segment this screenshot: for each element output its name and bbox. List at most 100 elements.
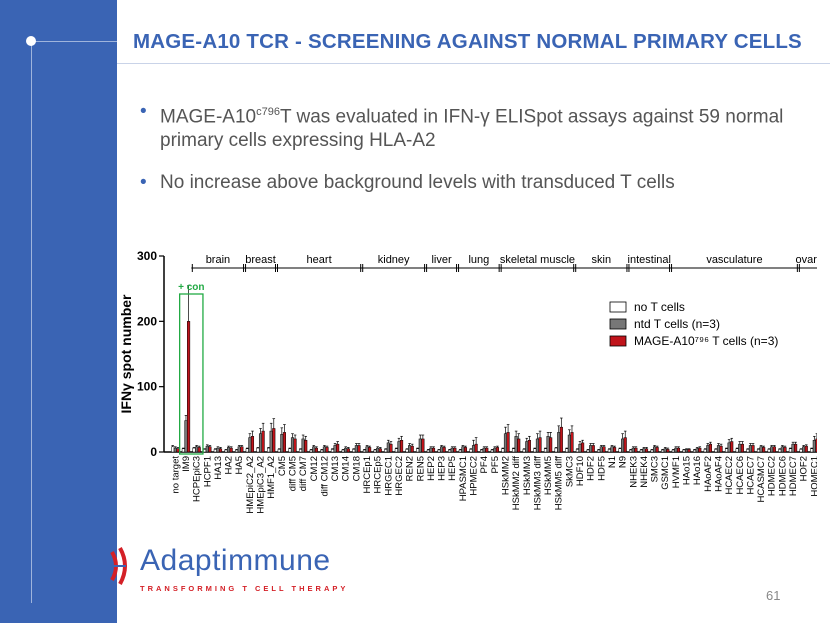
- x-tick-label: HEP2: [426, 456, 437, 481]
- bar-0-29: [480, 449, 484, 453]
- company-logo: Adaptimmune TRANSFORMING T CELL THERAPY: [80, 540, 360, 600]
- x-tick-label: HPASMC1: [458, 456, 469, 501]
- x-tick-label: HCAEC7: [745, 456, 756, 495]
- logo-mark-icon: [89, 547, 127, 585]
- bar-1-37: [567, 434, 571, 453]
- bar-2-30: [495, 447, 499, 453]
- bar-0-26: [448, 449, 452, 453]
- x-tick-label: HRCEp1: [362, 456, 373, 494]
- bar-2-9: [272, 428, 276, 453]
- bullet-text: No increase above background levels with…: [160, 172, 675, 194]
- bar-0-53: [735, 448, 739, 453]
- x-tick-label: HRCEp5: [373, 456, 384, 494]
- bar-2-34: [538, 437, 542, 453]
- x-tick-label: N1: [607, 456, 618, 468]
- x-tick-label: SMC3: [650, 456, 661, 482]
- bar-0-14: [320, 449, 324, 453]
- bullet-superscript: c796: [256, 106, 280, 118]
- bar-0-10: [277, 449, 281, 453]
- bar-0-34: [533, 448, 537, 453]
- bar-1-36: [557, 432, 561, 453]
- y-axis-label: IFNγ spot number: [118, 294, 134, 414]
- bar-1-2: [195, 446, 199, 453]
- x-tick-label: HAoAF4: [713, 456, 724, 492]
- bar-2-51: [719, 445, 723, 453]
- bar-2-23: [421, 438, 425, 453]
- bar-2-11: [293, 438, 297, 453]
- bar-1-25: [440, 446, 444, 453]
- x-tick-label: diff CM7: [298, 456, 309, 491]
- bar-1-6: [237, 446, 241, 453]
- bar-1-0: [173, 447, 177, 453]
- bar-0-20: [384, 449, 388, 453]
- bar-1-54: [748, 445, 752, 453]
- bar-0-57: [778, 449, 782, 453]
- group-label: vasculature: [706, 254, 762, 266]
- x-tick-label: HA13: [213, 456, 224, 480]
- bar-0-54: [746, 449, 750, 453]
- group-label: heart: [307, 254, 332, 266]
- y-tick-label: 300: [137, 249, 157, 263]
- bar-0-31: [501, 448, 505, 453]
- bar-0-7: [245, 448, 249, 453]
- x-tick-label: HAo15: [682, 456, 693, 485]
- x-tick-label: N9: [618, 456, 629, 468]
- bar-1-52: [727, 442, 731, 453]
- bar-0-2: [192, 447, 196, 453]
- bar-2-22: [410, 445, 414, 453]
- legend-label: no T cells: [634, 300, 685, 314]
- bar-1-57: [780, 446, 784, 453]
- bar-2-56: [772, 446, 776, 453]
- bar-2-60: [815, 438, 817, 453]
- bar-2-1: [187, 321, 191, 453]
- sidebar-line-vertical: [31, 41, 32, 603]
- bar-1-26: [450, 447, 454, 453]
- x-tick-label: HOMEC1: [809, 456, 817, 497]
- bar-0-42: [618, 448, 622, 453]
- group-label: liver: [431, 254, 452, 266]
- bar-0-6: [235, 449, 239, 453]
- x-tick-label: HRGEC1: [383, 456, 394, 496]
- bar-2-21: [400, 439, 404, 453]
- bar-2-49: [698, 447, 702, 453]
- bar-1-7: [248, 437, 252, 453]
- bar-0-32: [511, 448, 516, 453]
- x-tick-label: HAoAF2: [703, 456, 714, 492]
- bar-1-23: [418, 438, 422, 453]
- bar-0-4: [213, 449, 217, 453]
- x-tick-label: HA2: [224, 456, 235, 474]
- x-tick-label: HCPF1: [202, 456, 213, 487]
- x-tick-label: CM13: [330, 456, 341, 481]
- bar-2-26: [453, 447, 457, 453]
- sidebar: [0, 0, 117, 623]
- bar-2-25: [442, 447, 446, 453]
- x-tick-label: HMF1_A2: [266, 456, 277, 499]
- bar-0-16: [341, 449, 345, 453]
- bar-2-14: [325, 447, 329, 453]
- group-label: intestinal: [628, 254, 671, 266]
- x-tick-label: HCASMC7: [756, 456, 767, 502]
- bar-2-43: [634, 447, 638, 453]
- bar-1-28: [471, 445, 476, 453]
- bar-0-24: [426, 449, 430, 453]
- bar-0-19: [373, 449, 377, 453]
- y-tick-label: 200: [137, 314, 157, 328]
- x-tick-label: HDF2: [586, 456, 597, 481]
- bar-2-47: [676, 447, 681, 453]
- bar-2-37: [570, 432, 574, 453]
- bar-1-20: [386, 442, 390, 453]
- x-tick-label: PF4: [479, 456, 490, 473]
- bar-2-13: [314, 447, 318, 453]
- bar-1-50: [706, 445, 710, 453]
- bar-1-38: [578, 443, 582, 453]
- bar-1-35: [546, 436, 550, 453]
- x-tick-label: REN2: [405, 456, 416, 481]
- bar-0-56: [767, 449, 771, 453]
- bar-0-48: [682, 449, 686, 453]
- x-tick-label: GSMC1: [660, 456, 671, 490]
- bar-0-52: [724, 448, 729, 453]
- bar-1-53: [738, 443, 742, 453]
- x-tick-label: HDF5: [596, 456, 607, 481]
- bar-2-2: [197, 447, 201, 453]
- bar-2-42: [623, 437, 627, 453]
